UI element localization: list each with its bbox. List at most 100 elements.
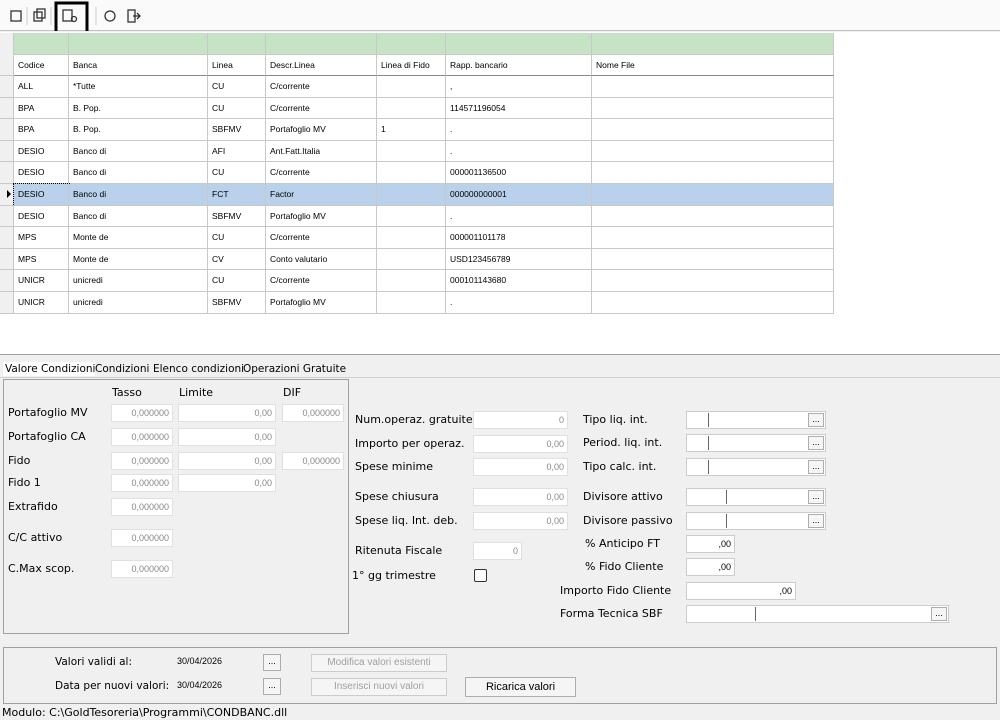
table-cell[interactable]: Portafoglio MV xyxy=(266,119,377,141)
browse-button[interactable]: ... xyxy=(808,514,824,528)
table-cell[interactable]: MPS xyxy=(14,248,69,271)
table-cell[interactable]: Banco di xyxy=(69,184,208,206)
table-cell[interactable] xyxy=(592,205,834,228)
browse-button[interactable]: ... xyxy=(263,678,281,695)
table-cell[interactable] xyxy=(377,184,446,206)
table-cell[interactable]: Monte de xyxy=(69,248,208,271)
table-cell[interactable] xyxy=(592,140,834,163)
table-cell[interactable] xyxy=(592,227,834,249)
table-cell[interactable]: . xyxy=(446,292,592,314)
table-cell[interactable]: CU xyxy=(208,227,266,249)
table-cell[interactable]: C/corrente xyxy=(266,76,377,98)
table-cell[interactable]: ALL xyxy=(14,76,69,98)
help-icon[interactable] xyxy=(104,10,116,22)
browse-button[interactable]: ... xyxy=(808,460,824,474)
table-cell[interactable]: Banco di xyxy=(69,205,208,228)
rates-input[interactable]: 0,00 xyxy=(178,452,276,470)
action-button[interactable]: Ricarica valori xyxy=(465,677,576,697)
table-cell[interactable] xyxy=(377,205,446,228)
combo-box[interactable] xyxy=(686,458,826,476)
table-cell[interactable] xyxy=(377,227,446,249)
column-header[interactable]: Linea xyxy=(208,55,266,76)
combo-box[interactable] xyxy=(686,434,826,452)
table-cell[interactable]: CU xyxy=(208,97,266,120)
column-header[interactable]: Linea di Fido xyxy=(377,55,446,76)
table-cell[interactable] xyxy=(377,270,446,292)
column-header[interactable]: Banca xyxy=(69,55,208,76)
table-cell[interactable]: 114571196054 xyxy=(446,97,592,120)
table-cell[interactable]: , xyxy=(446,76,592,98)
checkbox[interactable] xyxy=(474,569,487,582)
table-cell[interactable]: Monte de xyxy=(69,227,208,249)
table-cell[interactable] xyxy=(592,248,834,271)
table-cell[interactable]: C/corrente xyxy=(266,227,377,249)
tab[interactable]: Elenco condizioni xyxy=(153,363,245,375)
operation-input[interactable]: 0,00 xyxy=(473,488,568,506)
tab[interactable]: Condizioni xyxy=(95,363,150,375)
combo-box[interactable] xyxy=(686,605,949,623)
table-cell[interactable]: unicredi xyxy=(69,292,208,314)
edit-icon[interactable] xyxy=(10,10,22,22)
table-cell[interactable]: DESIO xyxy=(13,183,70,207)
table-cell[interactable] xyxy=(592,76,834,98)
rates-input[interactable]: 0,00 xyxy=(178,474,276,492)
table-cell[interactable]: CV xyxy=(208,248,266,271)
table-cell[interactable]: 000000000001 xyxy=(446,184,592,206)
table-cell[interactable] xyxy=(377,248,446,271)
column-header[interactable]: Descr.Linea xyxy=(266,55,377,76)
table-cell[interactable]: Ant.Fatt.Italia xyxy=(266,140,377,163)
operation-input[interactable]: 0,00 xyxy=(473,512,568,530)
browse-button[interactable]: ... xyxy=(263,654,281,671)
table-cell[interactable]: B. Pop. xyxy=(69,119,208,141)
column-header[interactable]: Rapp. bancario xyxy=(446,55,592,76)
table-cell[interactable]: SBFMV xyxy=(208,292,266,314)
table-cell[interactable]: Conto valutario xyxy=(266,248,377,271)
rates-input[interactable]: 0,000000 xyxy=(111,474,173,492)
percent-input[interactable]: ,00 xyxy=(686,558,735,576)
table-cell[interactable]: DESIO xyxy=(14,205,69,228)
percent-input[interactable]: ,00 xyxy=(686,535,735,553)
table-cell[interactable]: UNICR xyxy=(14,292,69,314)
table-cell[interactable]: CU xyxy=(208,162,266,184)
table-cell[interactable] xyxy=(377,97,446,120)
table-cell[interactable]: BPA xyxy=(14,97,69,120)
table-cell[interactable]: AFI xyxy=(208,140,266,163)
combo-box[interactable] xyxy=(686,512,826,530)
table-cell[interactable]: Portafoglio MV xyxy=(266,292,377,314)
rates-input[interactable]: 0,00 xyxy=(178,428,276,446)
table-cell[interactable]: CU xyxy=(208,76,266,98)
table-cell[interactable]: USD123456789 xyxy=(446,248,592,271)
rates-input[interactable]: 0,000000 xyxy=(282,404,344,422)
table-cell[interactable] xyxy=(377,292,446,314)
table-cell[interactable]: FCT xyxy=(208,184,266,206)
combo-box[interactable] xyxy=(686,411,826,429)
action-button[interactable]: Inserisci nuovi valori xyxy=(311,678,447,696)
table-cell[interactable] xyxy=(377,140,446,163)
table-cell[interactable]: CU xyxy=(208,270,266,292)
table-cell[interactable]: UNICR xyxy=(14,270,69,292)
table-cell[interactable]: Banco di xyxy=(69,140,208,163)
table-cell[interactable]: C/corrente xyxy=(266,270,377,292)
percent-input[interactable]: ,00 xyxy=(686,582,796,600)
tab[interactable]: Valore Condizioni xyxy=(3,362,96,376)
browse-button[interactable]: ... xyxy=(808,490,824,504)
column-header[interactable]: Codice xyxy=(14,55,69,76)
table-cell[interactable] xyxy=(592,97,834,120)
column-header[interactable]: Nome File xyxy=(592,55,834,76)
table-cell[interactable]: Factor xyxy=(266,184,377,206)
table-cell[interactable] xyxy=(592,292,834,314)
table-cell[interactable] xyxy=(592,184,834,206)
table-cell[interactable]: Portafoglio MV xyxy=(266,205,377,228)
rates-input[interactable]: 0,000000 xyxy=(111,428,173,446)
table-cell[interactable]: unicredi xyxy=(69,270,208,292)
table-cell[interactable]: 000001101178 xyxy=(446,227,592,249)
date-input[interactable]: 30/04/2026 xyxy=(177,656,223,666)
table-cell[interactable]: MPS xyxy=(14,227,69,249)
table-cell[interactable]: DESIO xyxy=(14,140,69,163)
table-cell[interactable]: 1 xyxy=(377,119,446,141)
table-cell[interactable]: 000101143680 xyxy=(446,270,592,292)
table-cell[interactable]: 000001136500 xyxy=(446,162,592,184)
table-cell[interactable]: C/corrente xyxy=(266,97,377,120)
bank-icon[interactable] xyxy=(62,9,73,22)
table-cell[interactable] xyxy=(592,162,834,184)
